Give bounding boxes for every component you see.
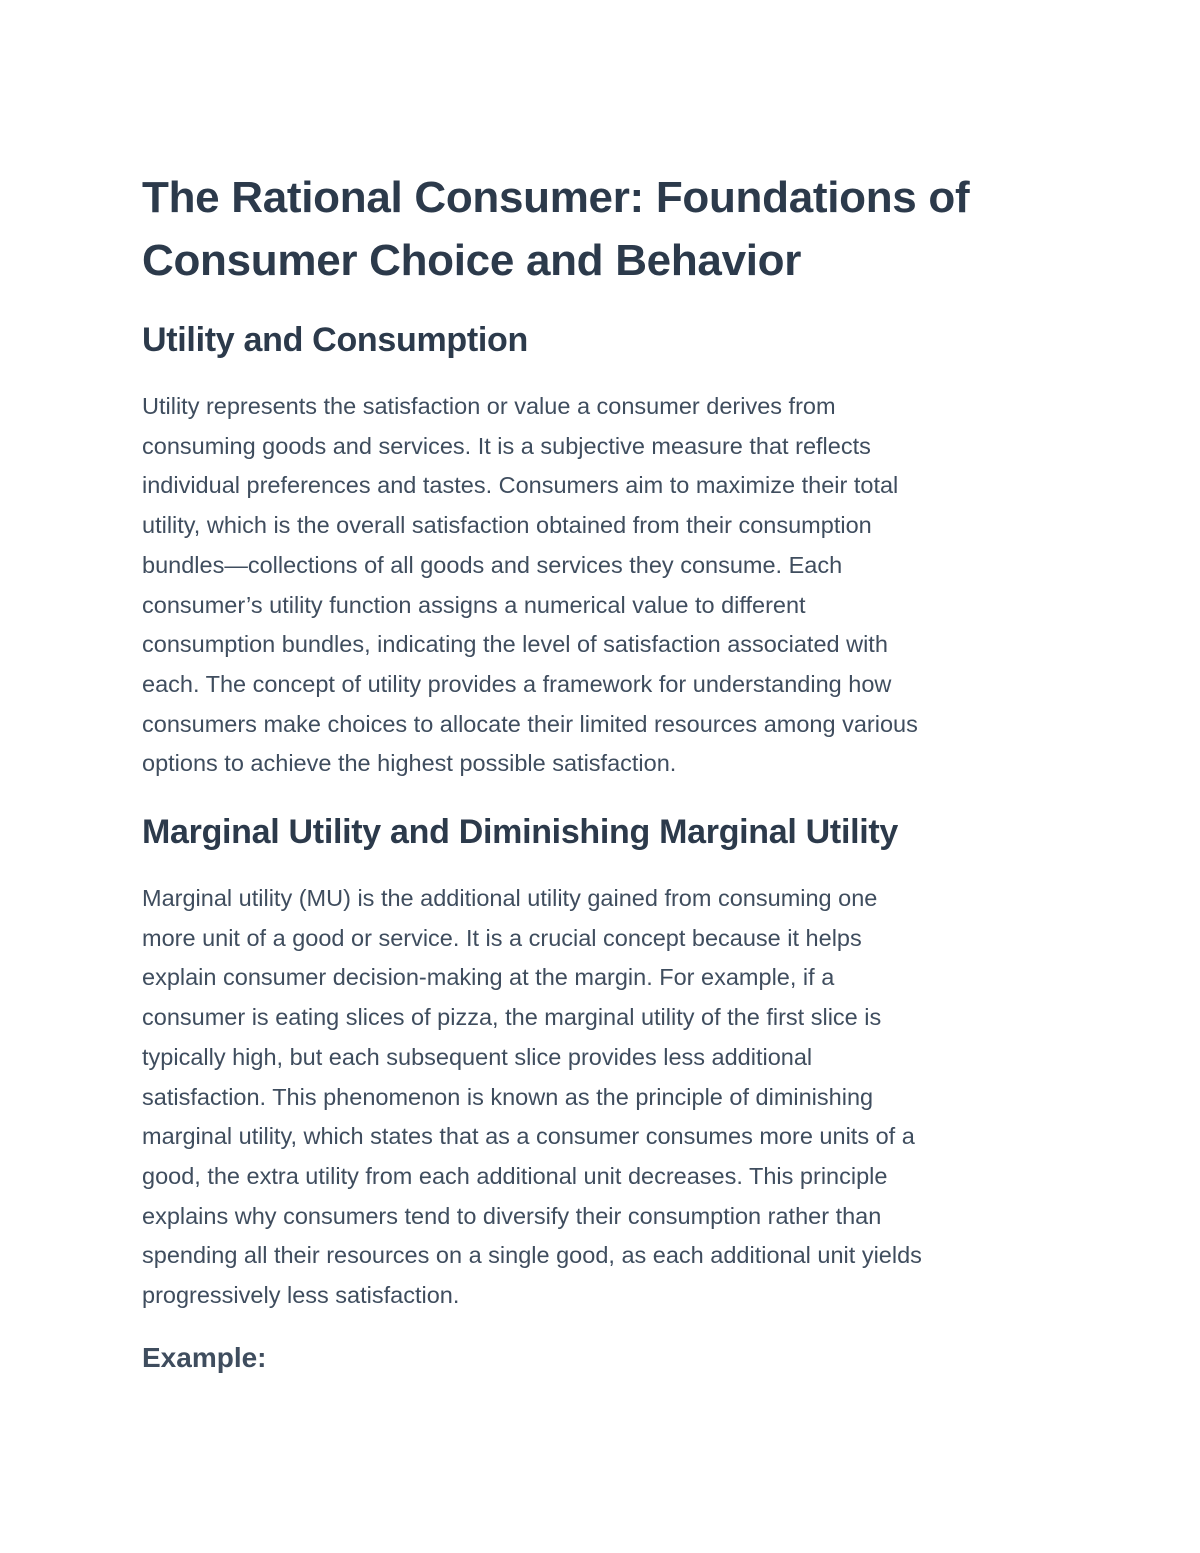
- text-line: more unit of a good or service. It is a …: [142, 924, 862, 951]
- document-title: The Rational Consumer: Foundations of Co…: [142, 166, 970, 292]
- example-heading: Example:: [142, 1342, 267, 1373]
- section-heading-marginal-utility: Marginal Utility and Diminishing Margina…: [142, 813, 899, 851]
- text-line: individual preferences and tastes. Consu…: [142, 472, 899, 499]
- text-line: explain consumer decision-making at the …: [142, 964, 835, 991]
- text-line: consumption bundles, indicating the leve…: [142, 631, 888, 658]
- text-line: satisfaction. This phenomenon is known a…: [142, 1083, 874, 1110]
- section-paragraph-utility: Utility represents the satisfaction or v…: [142, 387, 918, 784]
- text-line: Marginal utility (MU) is the additional …: [142, 885, 878, 911]
- title-line: The Rational Consumer: Foundations of: [142, 173, 970, 222]
- text-line: consumer is eating slices of pizza, the …: [142, 1004, 882, 1031]
- text-line: Utility represents the satisfaction or v…: [142, 393, 836, 419]
- text-line: consumers make choices to allocate their…: [142, 710, 918, 737]
- text-line: options to achieve the highest possible …: [142, 750, 677, 777]
- text-line: each. The concept of utility provides a …: [142, 670, 892, 697]
- text-line: utility, which is the overall satisfacti…: [142, 512, 872, 539]
- title-line: Consumer Choice and Behavior: [142, 236, 802, 285]
- text-line: consuming goods and services. It is a su…: [142, 432, 871, 459]
- text-line: consumer’s utility function assigns a nu…: [142, 591, 806, 618]
- text-line: bundles—collections of all goods and ser…: [142, 551, 843, 578]
- text-line: typically high, but each subsequent slic…: [142, 1043, 813, 1070]
- section-heading-utility: Utility and Consumption: [142, 321, 528, 359]
- text-line: progressively less satisfaction.: [142, 1282, 460, 1309]
- text-line: marginal utility, which states that as a…: [142, 1123, 915, 1150]
- section-paragraph-marginal-utility: Marginal utility (MU) is the additional …: [142, 879, 922, 1316]
- text-line: explains why consumers tend to diversify…: [142, 1202, 882, 1229]
- text-line: good, the extra utility from each additi…: [142, 1162, 888, 1189]
- text-line: spending all their resources on a single…: [142, 1242, 922, 1269]
